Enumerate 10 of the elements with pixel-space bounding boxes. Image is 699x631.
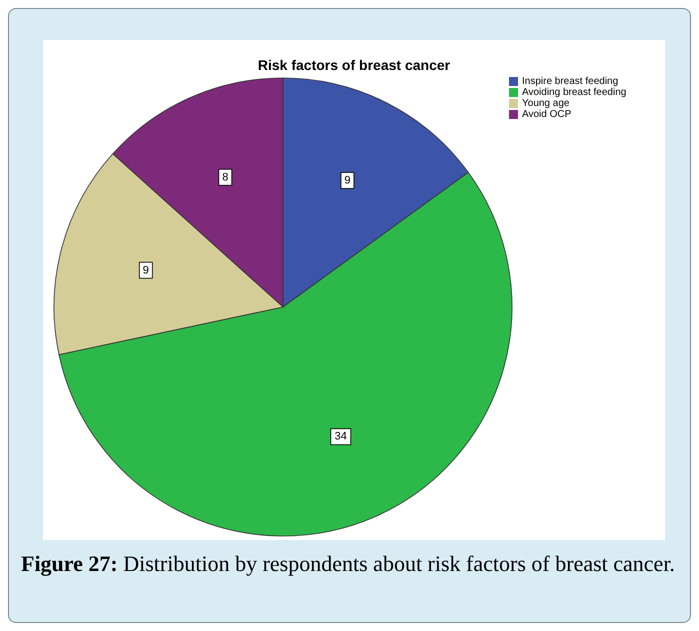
legend-label: Avoid OCP (522, 109, 572, 120)
data-label: 9 (142, 264, 149, 276)
data-label: 8 (222, 171, 228, 184)
caption: Figure 27: Distribution by respondents about risk factors of breast cancer. (21, 551, 675, 576)
legend-label: Young age (522, 98, 570, 109)
data-label: 9 (344, 174, 351, 186)
legend-label: Inspire breast feeding (522, 76, 618, 87)
chart-title: Risk factors of breast cancer (258, 57, 451, 73)
data-label: 34 (334, 430, 347, 443)
legend-label: Avoiding breast feeding (522, 87, 626, 98)
